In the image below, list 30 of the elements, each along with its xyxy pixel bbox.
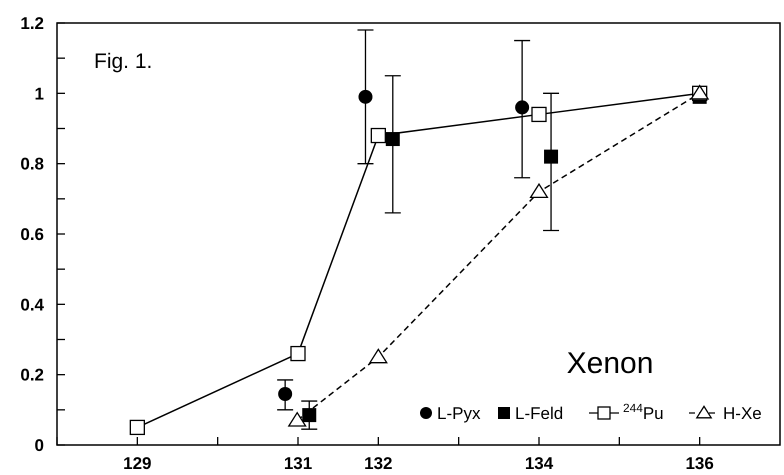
point — [302, 408, 316, 422]
x-tick-label: 131 — [284, 454, 312, 473]
y-tick-label: 0.4 — [20, 295, 45, 314]
y-tick-label: 0.6 — [20, 225, 44, 244]
x-tick-label: 134 — [524, 454, 554, 473]
y-tick-label: 1.2 — [20, 14, 44, 33]
legend-title: Xenon — [566, 347, 654, 380]
point — [544, 150, 558, 164]
point — [358, 90, 372, 104]
point — [531, 106, 547, 122]
point — [290, 346, 306, 362]
point — [288, 412, 306, 427]
x-tick-label: 132 — [364, 454, 393, 473]
point — [530, 183, 548, 198]
y-tick-label: 0.8 — [20, 154, 44, 174]
text: Fig. 1. — [94, 50, 152, 73]
point — [370, 128, 386, 144]
point — [515, 100, 530, 114]
point — [278, 387, 292, 402]
y-tick-label: 0.2 — [20, 366, 44, 385]
legend-label: $^{244}$Pu — [623, 401, 664, 423]
legend-label: H-Xe — [723, 404, 762, 423]
point — [369, 348, 388, 364]
x-tick-label: 136 — [685, 454, 714, 473]
legend-label: L-Feld — [515, 404, 564, 423]
y-tick-label: 1 — [34, 84, 44, 104]
legend-label: L-Pyx — [437, 404, 481, 423]
point — [130, 420, 145, 436]
x-tick-label: 129 — [123, 454, 152, 473]
y-tick-label: 0 — [34, 436, 44, 455]
